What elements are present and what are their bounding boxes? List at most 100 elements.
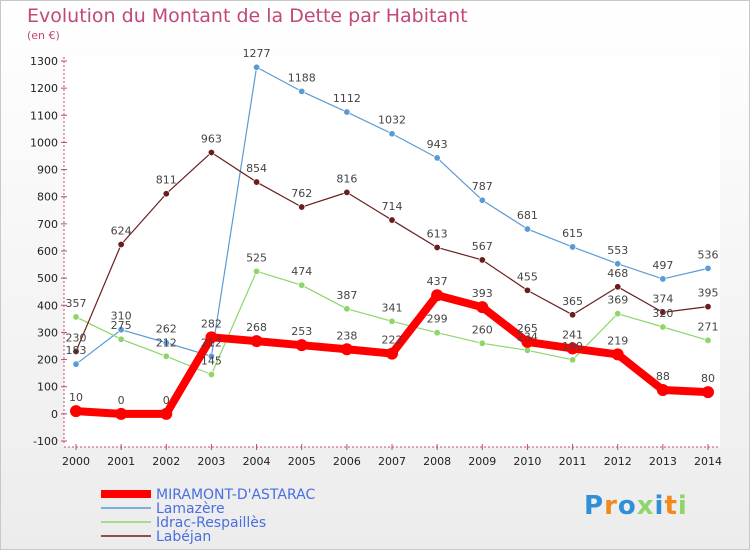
- x-tick-label: 2003: [197, 455, 225, 468]
- data-point: [614, 310, 622, 318]
- data-label: 1112: [333, 92, 361, 105]
- data-label: 260: [472, 323, 493, 336]
- data-label: 234: [517, 330, 538, 343]
- legend-label: Lamazère: [156, 501, 225, 517]
- data-point: [388, 130, 396, 138]
- data-label: 212: [156, 336, 177, 349]
- data-point: [72, 347, 80, 355]
- logo-letter: i: [654, 491, 665, 521]
- data-point: [614, 283, 622, 291]
- logo-letter: i: [677, 491, 688, 521]
- data-point: [433, 154, 441, 162]
- y-tick-label: 900: [37, 164, 58, 177]
- data-label: 268: [246, 321, 267, 334]
- data-label: 468: [607, 267, 628, 280]
- data-point: [611, 348, 624, 361]
- y-tick-label: 500: [37, 272, 58, 285]
- y-tick-label: 100: [37, 381, 58, 394]
- data-label: 271: [698, 320, 719, 333]
- data-point: [523, 286, 531, 294]
- data-point: [659, 323, 667, 331]
- logo-letter: r: [604, 491, 618, 521]
- data-label: 222: [382, 334, 403, 347]
- data-point: [521, 335, 534, 348]
- data-point: [431, 289, 444, 302]
- data-label: 963: [201, 132, 222, 145]
- x-tick-label: 2006: [333, 455, 361, 468]
- data-point: [704, 264, 712, 272]
- data-label: 525: [246, 251, 267, 264]
- data-label: 262: [156, 323, 177, 336]
- data-label: 943: [427, 138, 448, 151]
- data-point: [160, 407, 173, 420]
- x-tick-label: 2004: [243, 455, 271, 468]
- data-label: 219: [607, 334, 628, 347]
- data-point: [478, 196, 486, 204]
- data-label: 854: [246, 162, 267, 175]
- data-label: 455: [517, 270, 538, 283]
- data-point: [117, 335, 125, 343]
- data-label: 613: [427, 227, 448, 240]
- data-label: 199: [562, 340, 583, 353]
- data-point: [656, 383, 669, 396]
- data-label: 816: [336, 172, 357, 185]
- data-label: 265: [517, 322, 538, 335]
- data-label: 183: [66, 344, 87, 357]
- data-point: [250, 335, 263, 348]
- data-point: [207, 352, 215, 360]
- data-point: [659, 308, 667, 316]
- data-label: 320: [652, 307, 673, 320]
- data-label: 238: [336, 329, 357, 342]
- data-label: 714: [382, 200, 403, 213]
- data-point: [207, 148, 215, 156]
- x-tick-label: 2010: [513, 455, 541, 468]
- data-label: 1188: [288, 71, 316, 84]
- data-label: 811: [156, 174, 177, 187]
- data-point: [478, 256, 486, 264]
- data-point: [162, 352, 170, 360]
- data-label: 10: [69, 391, 83, 404]
- data-point: [478, 339, 486, 347]
- data-label: 374: [652, 292, 673, 305]
- x-tick-label: 2002: [152, 455, 180, 468]
- data-point: [523, 346, 531, 354]
- data-point: [704, 336, 712, 344]
- x-tick-label: 2007: [378, 455, 406, 468]
- data-label: 624: [111, 224, 132, 237]
- logo-letter: o: [617, 491, 637, 521]
- data-point: [72, 360, 80, 368]
- chart-unit: (en €): [27, 29, 60, 42]
- data-label: 253: [291, 325, 312, 338]
- data-label: 357: [66, 297, 87, 310]
- legend-label: MIRAMONT-D'ASTARAC: [156, 487, 315, 503]
- y-tick-label: 0: [51, 408, 58, 421]
- data-point: [566, 342, 579, 355]
- data-label: 80: [701, 372, 715, 385]
- y-tick-label: 400: [37, 299, 58, 312]
- data-point: [388, 216, 396, 224]
- data-point: [162, 339, 170, 347]
- data-point: [343, 188, 351, 196]
- y-tick-label: 1000: [30, 136, 58, 149]
- data-label: 212: [201, 336, 222, 349]
- data-point: [72, 313, 80, 321]
- data-point: [343, 108, 351, 116]
- data-point: [162, 190, 170, 198]
- x-tick-label: 2014: [694, 455, 722, 468]
- data-label: 395: [698, 287, 719, 300]
- proxiti-logo: Proxiti: [584, 491, 688, 521]
- data-point: [569, 356, 577, 364]
- data-point: [569, 243, 577, 251]
- data-point: [704, 303, 712, 311]
- data-label: 299: [427, 313, 448, 326]
- data-label: 1277: [243, 47, 271, 60]
- plot-area: [64, 55, 720, 447]
- data-point: [70, 405, 82, 418]
- data-point: [298, 87, 306, 95]
- data-point: [614, 260, 622, 268]
- data-label: 567: [472, 240, 493, 253]
- data-label: 365: [562, 295, 583, 308]
- data-point: [659, 275, 667, 283]
- x-tick-label: 2012: [604, 455, 632, 468]
